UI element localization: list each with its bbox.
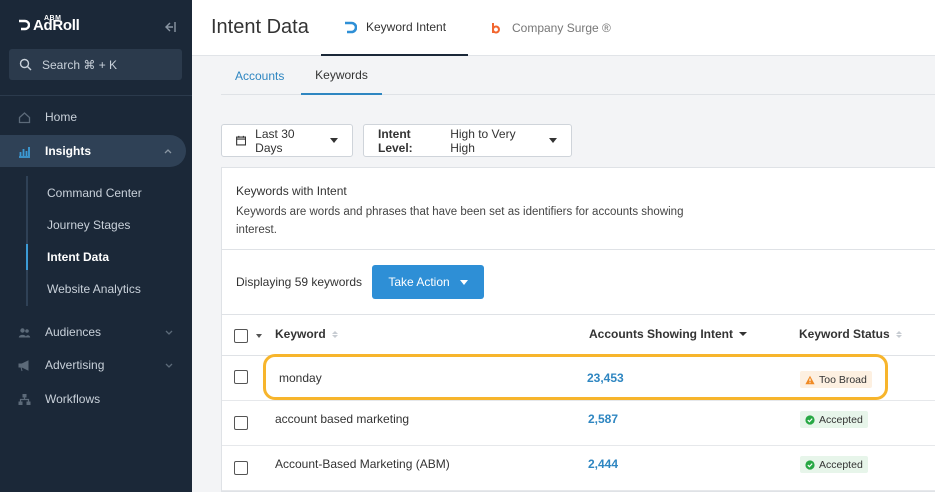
- sidebar-item-label: Advertising: [45, 358, 105, 372]
- sidebar-subitem-journey-stages[interactable]: Journey Stages: [47, 218, 131, 232]
- subtab-keywords[interactable]: Keywords: [301, 56, 382, 95]
- chevron-down-icon: [459, 279, 468, 285]
- sort-desc-icon: [739, 332, 747, 336]
- column-keyword-status[interactable]: Keyword Status: [799, 327, 902, 341]
- warning-icon: [805, 375, 815, 384]
- collapse-sidebar-icon[interactable]: [163, 20, 177, 34]
- tab-label: Company Surge ®: [512, 21, 611, 35]
- subtabs: Accounts Keywords: [221, 56, 935, 95]
- insights-icon: [19, 146, 30, 158]
- row-checkbox[interactable]: [234, 461, 248, 475]
- intent-level-value: High to Very High: [450, 126, 516, 155]
- status-badge: Accepted: [800, 456, 868, 473]
- column-keyword[interactable]: Keyword: [275, 327, 338, 341]
- sidebar: AdRoll ABM Search ⌘ + K Home Insights Co…: [0, 0, 192, 492]
- sidebar-subitem-command-center[interactable]: Command Center: [47, 186, 142, 200]
- workflows-icon: [18, 393, 31, 405]
- take-action-label: Take Action: [388, 275, 450, 289]
- row-count-link[interactable]: 2,444: [588, 457, 619, 471]
- search-icon: [19, 58, 32, 71]
- subnav-active-indicator: [26, 244, 28, 270]
- sort-icon: [331, 330, 338, 338]
- row-highlight-annotation: [263, 354, 888, 400]
- tab-label: Keyword Intent: [366, 20, 447, 34]
- status-badge: Too Broad: [800, 371, 872, 388]
- adroll-logo[interactable]: AdRoll: [18, 17, 80, 34]
- chevron-up-icon: [164, 149, 172, 154]
- search-input[interactable]: Search ⌘ + K: [9, 49, 182, 80]
- select-all-checkbox[interactable]: [234, 329, 248, 343]
- panel-title: Keywords with Intent: [236, 184, 347, 198]
- column-accounts-showing-intent[interactable]: Accounts Showing Intent: [589, 327, 747, 341]
- row-keyword: Account-Based Marketing (ABM): [275, 457, 450, 471]
- subtab-accounts[interactable]: Accounts: [235, 68, 285, 83]
- row-count-link[interactable]: 23,453: [587, 371, 624, 385]
- check-circle-icon: [805, 414, 815, 425]
- sidebar-item-label: Audiences: [45, 325, 102, 339]
- tab-keyword-intent[interactable]: Keyword Intent: [321, 0, 468, 56]
- date-range-value: Last 30 Days: [255, 126, 295, 155]
- take-action-button[interactable]: Take Action: [372, 265, 484, 299]
- sidebar-item-workflows[interactable]: Workflows: [0, 383, 192, 415]
- sidebar-item-label: Workflows: [45, 392, 101, 406]
- table-header: Keyword Accounts Showing Intent Keyword …: [222, 314, 935, 356]
- panel-header: Keywords with Intent Keywords are words …: [222, 168, 935, 250]
- row-keyword: account based marketing: [275, 412, 410, 426]
- bombora-icon: [492, 22, 500, 33]
- sidebar-item-audiences[interactable]: Audiences: [0, 316, 192, 348]
- table-row[interactable]: account based marketing 2,587 Accepted: [222, 401, 935, 446]
- sidebar-item-label: Insights: [45, 144, 92, 158]
- sidebar-item-label: Home: [45, 110, 78, 124]
- table-row[interactable]: monday 23,453 Too Broad: [222, 356, 935, 401]
- row-checkbox[interactable]: [234, 416, 248, 430]
- sidebar-divider: [0, 95, 192, 96]
- sidebar-item-advertising[interactable]: Advertising: [0, 349, 192, 381]
- check-circle-icon: [805, 459, 815, 470]
- date-range-dropdown[interactable]: Last 30 Days: [221, 124, 353, 157]
- home-icon: [18, 111, 31, 123]
- megaphone-icon: [18, 359, 29, 371]
- sort-icon: [895, 330, 902, 338]
- sidebar-subitem-website-analytics[interactable]: Website Analytics: [47, 282, 141, 296]
- chevron-down-icon: [330, 138, 338, 143]
- logo-text: AdRoll: [33, 17, 80, 34]
- select-menu-caret-icon[interactable]: [256, 334, 262, 338]
- page-title: Intent Data: [211, 16, 309, 38]
- calendar-icon: [236, 135, 247, 146]
- keyword-count-text: Displaying 59 keywords: [236, 275, 363, 289]
- audiences-icon: [18, 327, 31, 337]
- panel-description: Keywords are words and phrases that have…: [236, 206, 684, 236]
- adroll-logo-icon: [19, 19, 30, 31]
- intent-level-label: Intent Level:: [378, 126, 413, 155]
- page-header: Intent Data Keyword Intent Company Surge…: [192, 0, 935, 56]
- intent-level-dropdown[interactable]: Intent Level: High to Very High: [363, 124, 572, 157]
- adroll-mark-icon: [345, 21, 357, 33]
- row-keyword: monday: [279, 371, 322, 385]
- logo-sub: ABM: [44, 15, 62, 22]
- keywords-panel: Keywords with Intent Keywords are words …: [221, 167, 935, 492]
- status-badge: Accepted: [800, 411, 868, 428]
- search-placeholder: Search ⌘ + K: [42, 57, 118, 72]
- sidebar-item-home[interactable]: Home: [0, 101, 192, 133]
- chevron-down-icon: [165, 330, 173, 335]
- row-checkbox[interactable]: [234, 370, 248, 384]
- tab-company-surge[interactable]: Company Surge ®: [490, 0, 611, 56]
- table-row[interactable]: Account-Based Marketing (ABM) 2,444 Acce…: [222, 446, 935, 491]
- subnav-line: [26, 176, 28, 306]
- chevron-down-icon: [549, 138, 557, 143]
- sidebar-subitem-intent-data[interactable]: Intent Data: [47, 250, 110, 264]
- sidebar-item-insights[interactable]: Insights: [0, 135, 186, 167]
- row-count-link[interactable]: 2,587: [588, 412, 619, 426]
- chevron-down-icon: [165, 363, 173, 368]
